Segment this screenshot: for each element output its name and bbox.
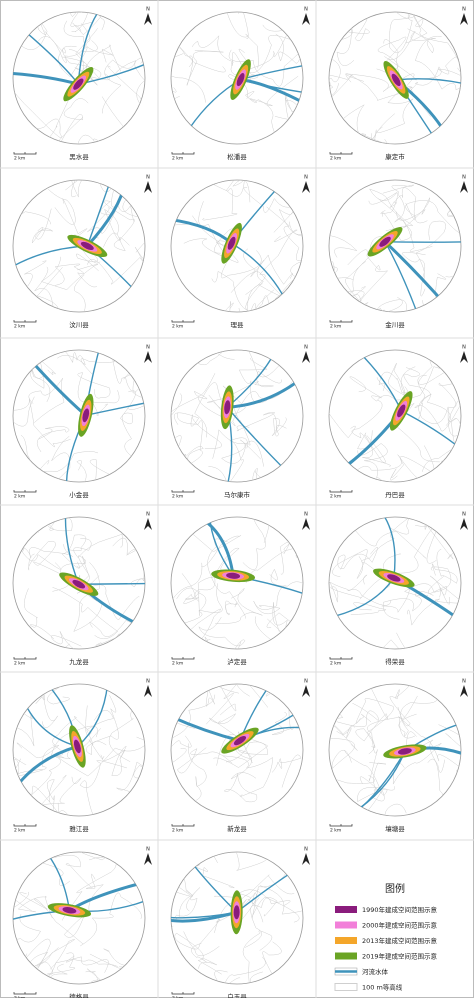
- frame: [1, 1, 474, 998]
- county-name: 小金县: [69, 490, 89, 499]
- legend-swatch: [335, 953, 357, 960]
- scale-label: 2 km: [330, 324, 341, 330]
- north-label: N: [146, 512, 150, 518]
- page: N 2 km 黑水县 N 2 km 松潘县 N 2 km 康定市 N 2 km 汶川县 N 2 km 理县 N…: [0, 0, 474, 998]
- county-name: 雅江县: [69, 825, 89, 833]
- north-label: N: [146, 7, 150, 13]
- north-label: N: [462, 679, 466, 685]
- map-disc: [171, 684, 303, 816]
- county-name: 丹巴县: [385, 491, 405, 499]
- north-label: N: [146, 847, 150, 853]
- scale-label: 2 km: [172, 324, 183, 330]
- county-name: 德格县: [69, 992, 89, 998]
- legend-label: 2019年建成空间范围示意: [362, 952, 438, 961]
- north-label: N: [304, 175, 308, 181]
- north-label: N: [146, 345, 150, 351]
- scale-label: 2 km: [330, 156, 341, 162]
- county-name: 得荣县: [385, 657, 405, 666]
- river: [385, 242, 474, 243]
- legend-title: 图例: [385, 882, 405, 895]
- scale-label: 2 km: [330, 661, 341, 667]
- county-name: 新龙县: [227, 824, 247, 833]
- north-label: N: [304, 847, 308, 853]
- north-label: N: [146, 679, 150, 685]
- scale-label: 2 km: [14, 494, 25, 500]
- figure: N 2 km 黑水县 N 2 km 松潘县 N 2 km 康定市 N 2 km 汶川县 N 2 km 理县 N…: [0, 0, 474, 998]
- legend-label: 河流水体: [362, 967, 389, 976]
- map-disc: [329, 180, 461, 312]
- county-name: 康定市: [385, 152, 405, 161]
- county-name: 松潘县: [227, 152, 247, 161]
- county-name: 九龙县: [69, 657, 89, 666]
- county-name: 壤塘县: [385, 824, 405, 833]
- legend-label: 2013年建成空间范围示意: [362, 936, 438, 945]
- legend-swatch: [335, 984, 357, 991]
- north-label: N: [462, 345, 466, 351]
- legend-swatch: [335, 922, 357, 929]
- scale-label: 2 km: [14, 156, 25, 162]
- legend-label: 1990年建成空间范围示意: [362, 905, 438, 914]
- north-label: N: [304, 7, 308, 13]
- scale-label: 2 km: [14, 661, 25, 667]
- north-label: N: [462, 512, 466, 518]
- legend-label: 100 m等高线: [362, 983, 403, 992]
- north-label: N: [304, 512, 308, 518]
- north-label: N: [146, 175, 150, 181]
- scale-label: 2 km: [172, 828, 183, 834]
- scale-label: 2 km: [14, 324, 25, 330]
- north-label: N: [304, 345, 308, 351]
- county-name: 汶川县: [69, 320, 89, 329]
- county-name: 白玉县: [227, 992, 247, 998]
- county-name: 泸定县: [227, 657, 247, 666]
- north-label: N: [462, 7, 466, 13]
- scale-label: 2 km: [14, 828, 25, 834]
- legend-swatch: [335, 937, 357, 944]
- county-name: 金川县: [385, 320, 405, 329]
- scale-label: 2 km: [330, 494, 341, 500]
- county-name: 马尔康市: [224, 490, 251, 499]
- scale-label: 2 km: [172, 661, 183, 667]
- county-name: 理县: [231, 321, 245, 329]
- north-label: N: [462, 175, 466, 181]
- north-label: N: [304, 679, 308, 685]
- county-name: 黑水县: [69, 152, 89, 161]
- map-disc: [13, 852, 145, 984]
- legend-swatch: [335, 906, 357, 913]
- scale-label: 2 km: [172, 156, 183, 162]
- scale-label: 2 km: [172, 494, 183, 500]
- legend-label: 2000年建成空间范围示意: [362, 921, 438, 930]
- scale-label: 2 km: [330, 828, 341, 834]
